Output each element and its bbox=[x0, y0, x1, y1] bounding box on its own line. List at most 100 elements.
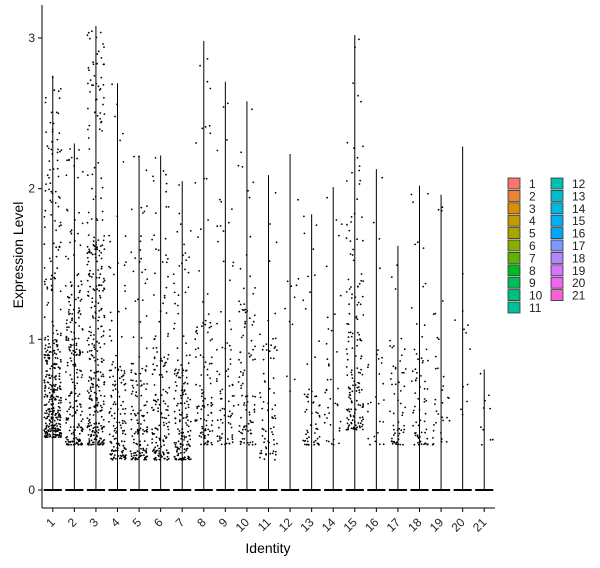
data-point bbox=[44, 101, 47, 104]
data-point bbox=[140, 447, 142, 450]
data-point bbox=[393, 428, 395, 431]
data-point bbox=[393, 440, 395, 443]
data-point bbox=[432, 313, 435, 316]
data-point bbox=[97, 319, 99, 322]
data-point bbox=[89, 79, 92, 81]
data-point bbox=[204, 428, 207, 430]
data-point bbox=[120, 404, 122, 407]
data-point bbox=[101, 406, 103, 409]
legend-key-13 bbox=[550, 189, 564, 202]
data-point bbox=[60, 401, 62, 404]
data-point bbox=[88, 250, 91, 253]
data-point bbox=[261, 427, 264, 430]
data-point bbox=[426, 388, 429, 390]
data-point bbox=[347, 418, 350, 421]
data-point bbox=[268, 387, 271, 390]
data-point bbox=[276, 442, 278, 445]
data-point bbox=[199, 354, 202, 357]
data-point bbox=[293, 378, 296, 381]
data-point bbox=[227, 415, 230, 418]
data-point bbox=[272, 337, 274, 340]
data-point bbox=[92, 240, 95, 243]
data-point bbox=[97, 379, 100, 382]
data-point bbox=[315, 411, 318, 414]
data-point bbox=[357, 403, 360, 406]
data-point bbox=[56, 159, 59, 162]
data-point bbox=[167, 353, 170, 356]
data-point bbox=[352, 428, 355, 430]
data-point bbox=[356, 344, 358, 347]
data-point bbox=[178, 430, 181, 432]
data-point bbox=[379, 267, 381, 270]
data-point bbox=[157, 410, 160, 413]
data-point bbox=[197, 236, 199, 239]
data-point bbox=[56, 357, 59, 360]
data-point bbox=[273, 443, 275, 446]
data-point bbox=[270, 344, 272, 347]
data-point bbox=[175, 374, 178, 377]
data-point bbox=[357, 301, 360, 304]
data-point bbox=[99, 296, 102, 299]
data-point bbox=[102, 289, 104, 292]
data-point bbox=[349, 387, 352, 390]
data-point bbox=[123, 440, 126, 443]
data-point bbox=[72, 381, 74, 384]
data-point bbox=[356, 238, 358, 241]
data-point bbox=[93, 434, 95, 437]
data-point bbox=[362, 280, 365, 283]
data-point bbox=[136, 443, 139, 446]
data-point bbox=[360, 355, 363, 358]
data-point bbox=[45, 428, 47, 430]
data-point bbox=[420, 443, 423, 446]
data-point bbox=[110, 457, 112, 460]
data-point bbox=[183, 436, 186, 439]
data-point bbox=[90, 424, 92, 427]
data-point bbox=[108, 433, 111, 436]
data-point bbox=[326, 417, 328, 419]
data-point bbox=[153, 234, 156, 237]
data-point bbox=[168, 421, 171, 424]
data-point bbox=[162, 365, 165, 367]
data-point bbox=[60, 436, 62, 438]
data-point bbox=[389, 410, 391, 413]
data-point bbox=[173, 291, 176, 294]
data-point bbox=[153, 457, 156, 460]
data-point bbox=[103, 279, 106, 282]
data-point bbox=[130, 393, 133, 395]
data-point bbox=[100, 121, 102, 124]
data-point bbox=[54, 220, 56, 222]
data-point bbox=[48, 374, 50, 377]
data-point bbox=[229, 363, 232, 365]
data-point bbox=[114, 366, 117, 369]
data-point bbox=[55, 339, 58, 342]
legend-label-2: 2 bbox=[529, 189, 536, 203]
data-point bbox=[259, 333, 261, 336]
data-point bbox=[351, 171, 353, 174]
legend-key-4 bbox=[507, 214, 521, 227]
data-point bbox=[184, 370, 187, 372]
data-point bbox=[378, 443, 381, 446]
data-point bbox=[110, 407, 112, 410]
x-tick-label: 2 bbox=[65, 515, 80, 530]
data-point bbox=[204, 361, 207, 363]
data-point bbox=[225, 370, 228, 372]
data-point bbox=[210, 396, 213, 399]
data-point bbox=[434, 355, 437, 358]
data-point bbox=[358, 183, 361, 185]
data-point bbox=[103, 235, 106, 237]
data-point bbox=[168, 386, 171, 389]
data-point bbox=[55, 255, 58, 258]
data-point bbox=[238, 425, 241, 427]
data-point bbox=[352, 248, 354, 251]
data-point bbox=[219, 439, 221, 441]
data-point bbox=[46, 174, 49, 177]
data-point bbox=[176, 359, 179, 362]
data-point bbox=[404, 406, 407, 409]
data-point bbox=[57, 395, 59, 398]
data-point bbox=[158, 374, 161, 376]
data-point bbox=[425, 399, 428, 402]
data-point bbox=[43, 395, 46, 398]
data-point bbox=[146, 431, 149, 433]
data-point bbox=[109, 240, 112, 243]
data-point bbox=[189, 398, 192, 401]
